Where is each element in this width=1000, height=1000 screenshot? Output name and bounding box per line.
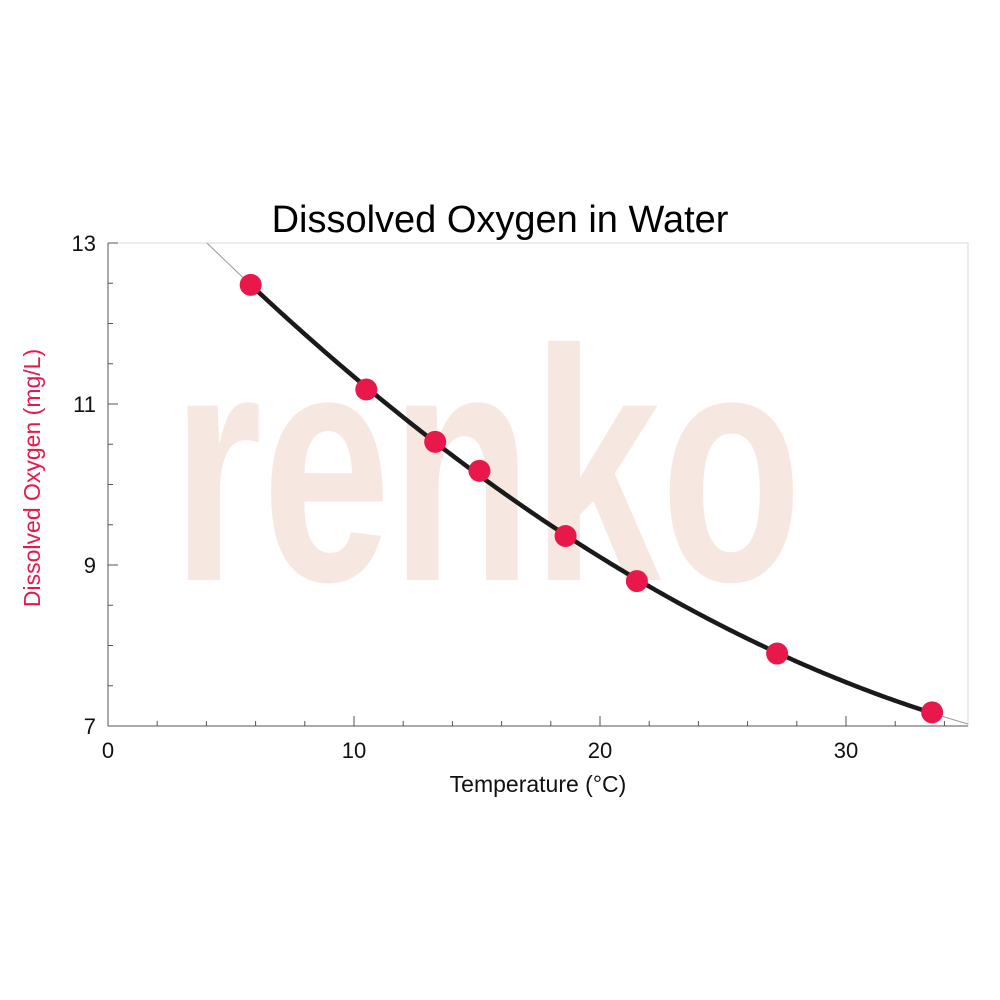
data-point	[625, 570, 648, 593]
data-point	[468, 459, 491, 482]
y-tick-label: 13	[72, 231, 96, 256]
y-tick-label: 9	[84, 553, 96, 578]
x-tick-label: 20	[588, 738, 612, 763]
data-points-layer	[239, 273, 944, 724]
y-axis-title: Dissolved Oxygen (mg/L)	[19, 349, 45, 607]
x-axis-title: Temperature (°C)	[450, 771, 627, 797]
axes: 0 10 20 30 7 9 11 13	[72, 231, 968, 763]
y-tick-label: 7	[84, 714, 96, 739]
data-point	[554, 525, 577, 548]
chart-title: Dissolved Oxygen in Water	[272, 199, 729, 241]
data-point	[355, 378, 378, 401]
x-tick-label: 10	[342, 738, 366, 763]
data-point	[239, 273, 262, 296]
data-point	[766, 642, 789, 665]
y-tick-label: 11	[73, 392, 96, 417]
x-tick-label: 30	[834, 738, 858, 763]
data-point	[921, 701, 944, 724]
data-point	[424, 430, 447, 453]
x-tick-label: 0	[102, 738, 114, 763]
